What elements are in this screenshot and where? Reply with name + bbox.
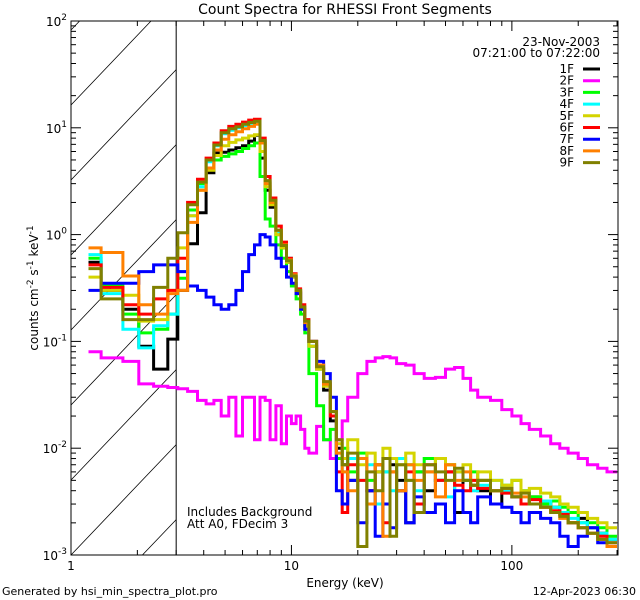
y-tick-label: 101: [46, 120, 67, 136]
legend-label-2F: 2F: [559, 74, 574, 88]
y-tick-label: 10-2: [43, 440, 67, 456]
series-group: [88, 117, 617, 548]
hatch-line: [142, 519, 177, 556]
x-tick-label: 10: [284, 559, 299, 573]
date-label: 23-Nov-2003: [522, 35, 600, 49]
y-tick-label: 100: [46, 227, 67, 243]
hatch-line: [70, 144, 177, 256]
footer-timestamp: 12-Apr-2023 06:30: [533, 585, 636, 598]
hatch-line: [70, 69, 177, 181]
x-tick-label: 100: [500, 559, 523, 573]
y-tick-label: 10-1: [43, 333, 67, 349]
x-axis-label: Energy (keV): [306, 576, 383, 590]
chart-title: Count Spectra for RHESSI Front Segments: [198, 2, 492, 18]
tick-labels: 1 10 100 102 101 100 10-1 10-2 10-3: [43, 13, 524, 573]
legend-label-1F: 1F: [559, 62, 574, 76]
x-tick-label: 1: [67, 559, 75, 573]
series-line-8F: [88, 122, 617, 548]
axis-ticks: [70, 21, 618, 556]
hatch-line: [70, 444, 177, 556]
series-line-4F: [88, 121, 617, 541]
legend-label-6F: 6F: [559, 121, 574, 135]
time-range-label: 07:21:00 to 07:22:00: [473, 46, 600, 60]
y-tick-label: 10-3: [43, 547, 67, 563]
series-line-9F: [88, 119, 617, 548]
legend-label-3F: 3F: [559, 85, 574, 99]
legend-label-8F: 8F: [559, 144, 574, 158]
legend-label-9F: 9F: [559, 156, 574, 170]
annotation-attenuator: Att A0, FDecim 3: [187, 517, 288, 531]
footer-generated-by: Generated by hsi_min_spectra_plot.pro: [2, 585, 218, 598]
series-line-1F: [88, 133, 617, 541]
annotation-background: Includes Background: [187, 505, 312, 519]
hatch-line: [70, 369, 177, 481]
hatch-line: [70, 20, 152, 106]
y-tick-label: 102: [46, 13, 67, 29]
legend-label-4F: 4F: [559, 97, 574, 111]
y-axis-label: counts cm-2 s-1 keV-1: [26, 225, 41, 350]
plot-frame: [70, 20, 619, 556]
legend-label-7F: 7F: [559, 132, 574, 146]
legend-label-5F: 5F: [559, 109, 574, 123]
series-line-5F: [88, 133, 617, 530]
series-line-7F: [88, 233, 617, 548]
